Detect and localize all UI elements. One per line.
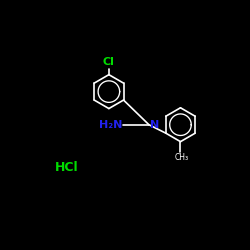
Text: Cl: Cl bbox=[103, 57, 115, 67]
Text: CH₃: CH₃ bbox=[174, 153, 188, 162]
Text: HCl: HCl bbox=[55, 160, 78, 173]
Text: H₂N: H₂N bbox=[98, 120, 122, 130]
Text: N: N bbox=[150, 120, 160, 130]
